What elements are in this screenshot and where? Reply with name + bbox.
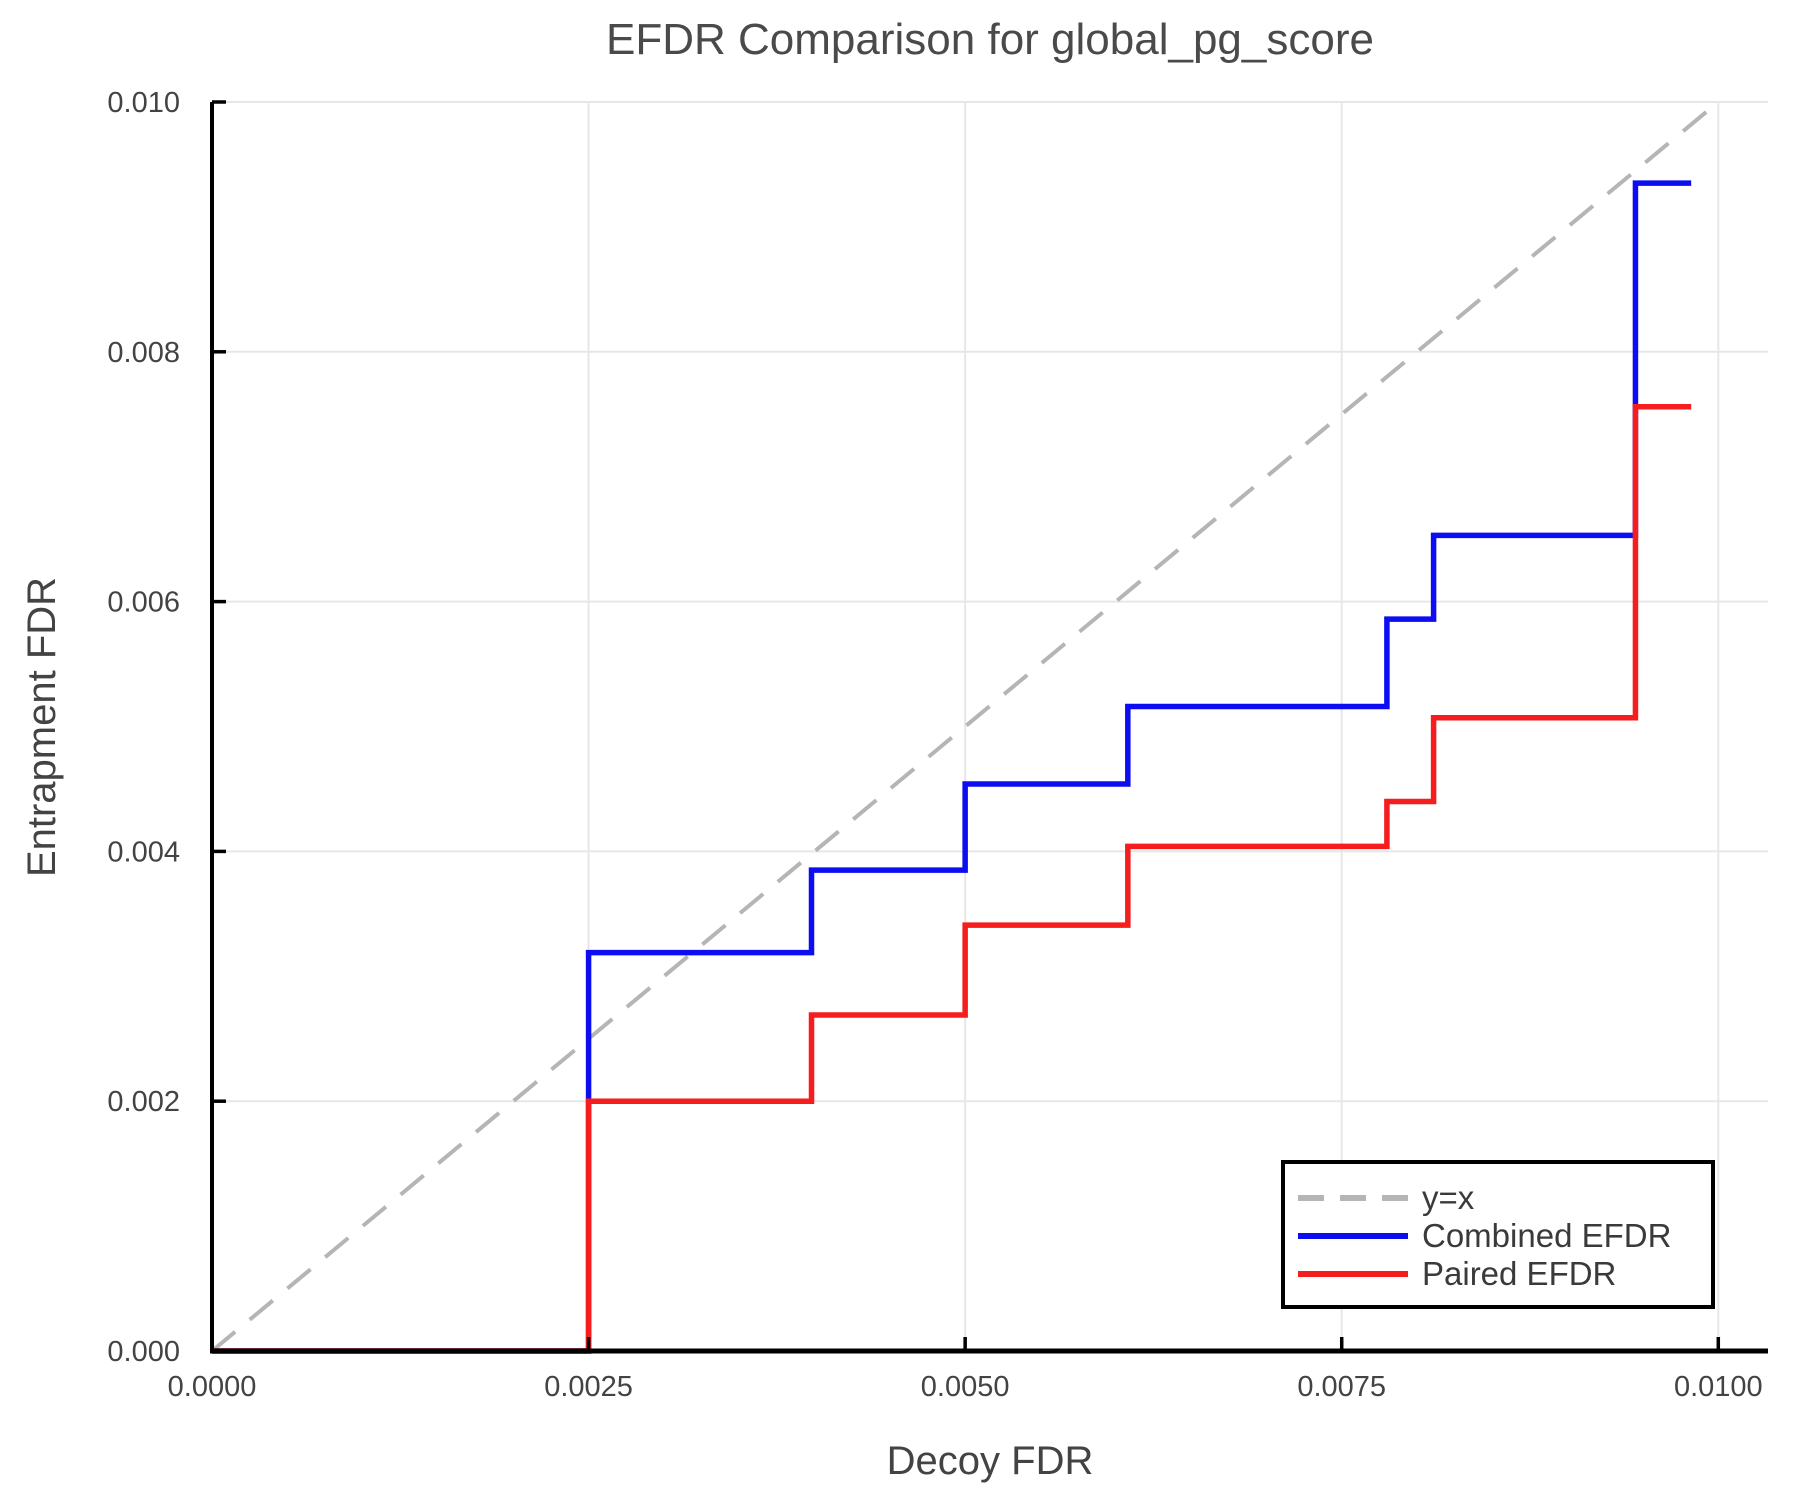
series-paired-efdr: [212, 404, 1692, 1354]
legend-label-y-x: y=x: [1422, 1179, 1475, 1216]
chart-title: EFDR Comparison for global_pg_score: [606, 15, 1374, 64]
x-tick-label-0.0025: 0.0025: [544, 1371, 633, 1403]
axes-layer: [210, 100, 1768, 1354]
y-tick-label-0.008: 0.008: [107, 337, 180, 369]
x-axis-label: Decoy FDR: [887, 1439, 1094, 1483]
tick-label-layer: 0.0000 0.0025 0.0050 0.0075 0.0100 0.000 0.002…: [107, 87, 1762, 1403]
series-layer: [210, 100, 1720, 1354]
y-tick-label-0.004: 0.004: [107, 836, 180, 868]
y-tick-label-0.000: 0.000: [107, 1336, 180, 1368]
x-tick-label-0.0000: 0.0000: [168, 1371, 257, 1403]
x-tick-label-0.0050: 0.0050: [921, 1371, 1010, 1403]
series-y-x: [210, 100, 1720, 1353]
legend-label-combined-efdr: Combined EFDR: [1422, 1217, 1671, 1254]
y-tick-label-0.002: 0.002: [107, 1086, 180, 1118]
x-tick-label-0.0075: 0.0075: [1297, 1371, 1386, 1403]
legend-label-paired-efdr: Paired EFDR: [1422, 1255, 1616, 1292]
series-combined-efdr: [212, 180, 1692, 1354]
y-axis-label: Entrapment FDR: [20, 577, 64, 877]
x-tick-label-0.0100: 0.0100: [1674, 1371, 1763, 1403]
y-tick-label-0.006: 0.006: [107, 587, 180, 619]
y-tick-label-0.010: 0.010: [107, 87, 180, 119]
